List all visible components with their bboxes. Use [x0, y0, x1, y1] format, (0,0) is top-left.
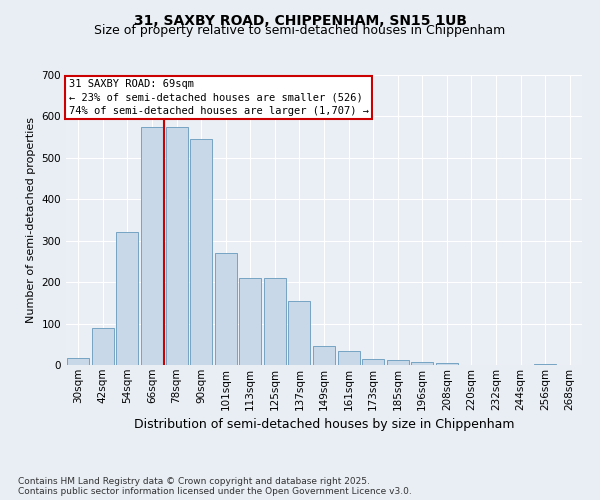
Y-axis label: Number of semi-detached properties: Number of semi-detached properties: [26, 117, 36, 323]
Bar: [141, 127, 163, 365]
Bar: [67, 358, 89, 365]
Bar: [338, 350, 359, 365]
Bar: [264, 278, 286, 365]
Text: Size of property relative to semi-detached houses in Chippenham: Size of property relative to semi-detach…: [94, 24, 506, 37]
Text: 31 SAXBY ROAD: 69sqm
← 23% of semi-detached houses are smaller (526)
74% of semi: 31 SAXBY ROAD: 69sqm ← 23% of semi-detac…: [68, 80, 368, 116]
Bar: [534, 364, 556, 365]
Bar: [190, 139, 212, 365]
Bar: [239, 278, 262, 365]
Bar: [436, 363, 458, 365]
Bar: [362, 359, 384, 365]
Bar: [166, 127, 188, 365]
Text: Contains HM Land Registry data © Crown copyright and database right 2025.
Contai: Contains HM Land Registry data © Crown c…: [18, 476, 412, 496]
Bar: [386, 360, 409, 365]
Text: 31, SAXBY ROAD, CHIPPENHAM, SN15 1UB: 31, SAXBY ROAD, CHIPPENHAM, SN15 1UB: [133, 14, 467, 28]
Bar: [116, 232, 139, 365]
Bar: [313, 346, 335, 365]
Bar: [215, 253, 237, 365]
X-axis label: Distribution of semi-detached houses by size in Chippenham: Distribution of semi-detached houses by …: [134, 418, 514, 431]
Bar: [411, 362, 433, 365]
Bar: [92, 328, 114, 365]
Bar: [289, 301, 310, 365]
